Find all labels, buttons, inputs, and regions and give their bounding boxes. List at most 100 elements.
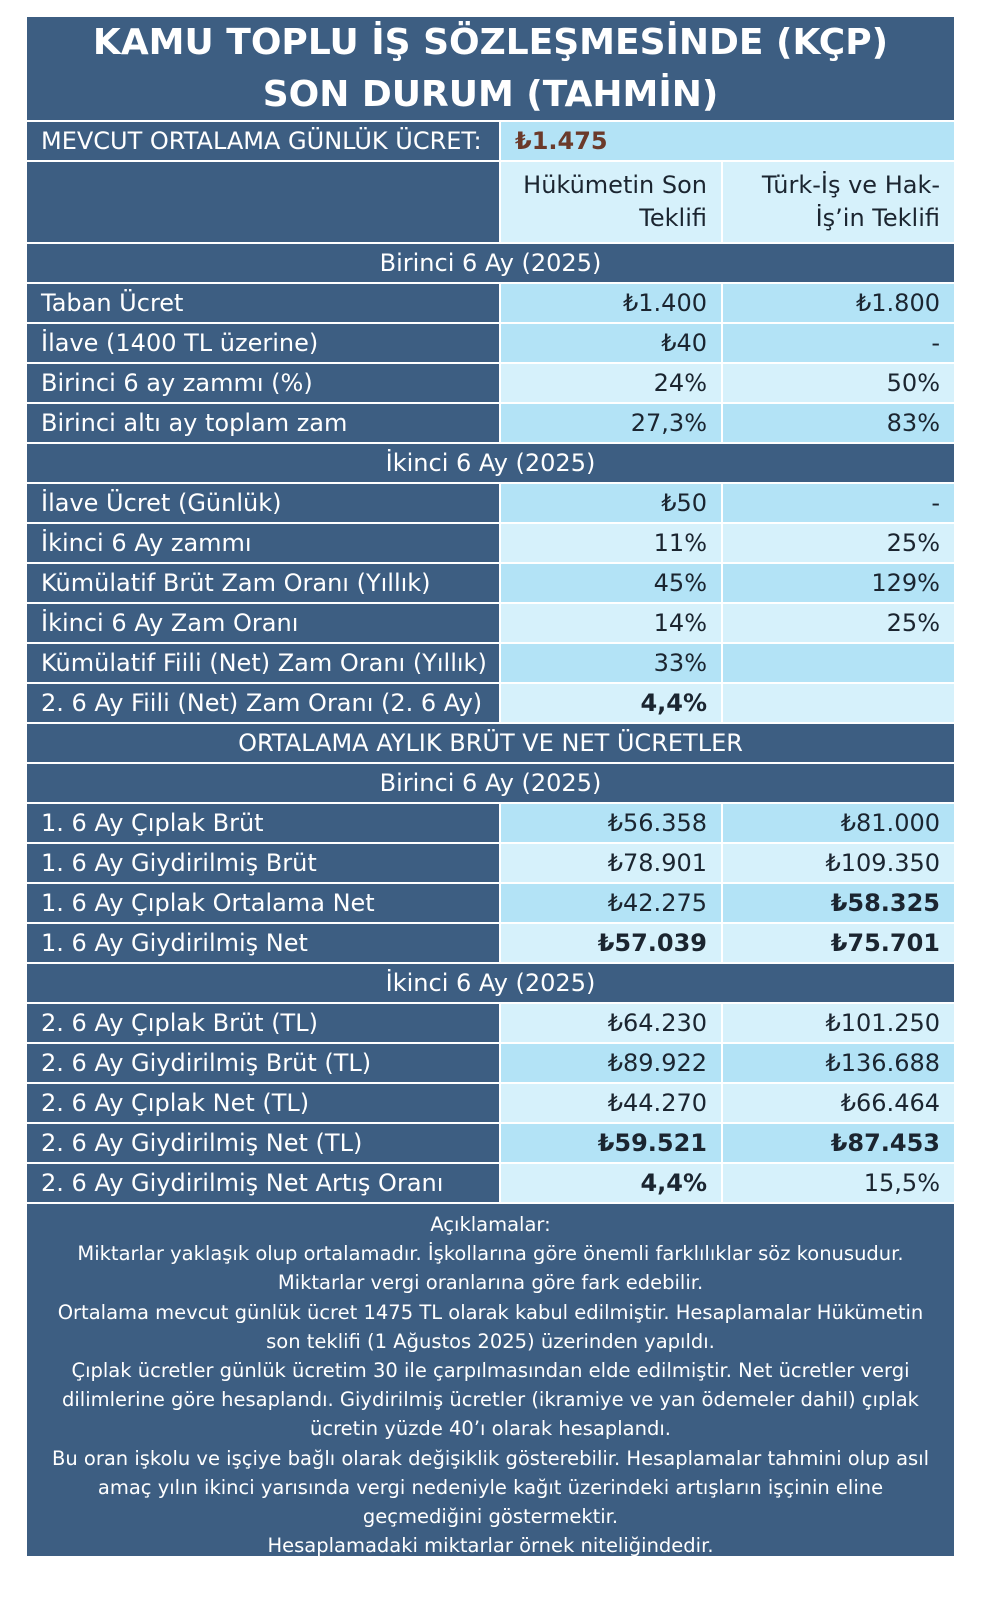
- row-union-value: ₺109.350: [721, 844, 954, 882]
- row-union-value: ₺66.464: [721, 1084, 954, 1122]
- row-gov-value: 33%: [499, 644, 721, 682]
- header-blank: [27, 162, 499, 242]
- table-row: İkinci 6 Ay zammı 11% 25%: [27, 524, 954, 564]
- row-label: İkinci 6 Ay Zam Oranı: [27, 604, 499, 642]
- table-row: 2. 6 Ay Çıplak Net (TL) ₺44.270 ₺66.464: [27, 1084, 954, 1124]
- table-row: Kümülatif Fiili (Net) Zam Oranı (Yıllık)…: [27, 644, 954, 684]
- row-union-value: ₺101.250: [721, 1004, 954, 1042]
- row-gov-value: ₺42.275: [499, 884, 721, 922]
- row-gov-value: 11%: [499, 524, 721, 562]
- row-union-value: 129%: [721, 564, 954, 602]
- notes-line: Ortalama mevcut günlük ücret 1475 TL ola…: [57, 1300, 924, 1353]
- section-first-half-rates: Birinci 6 Ay (2025): [27, 244, 954, 284]
- row-gov-value: ₺40: [499, 324, 721, 362]
- notes-box: Açıklamalar: Miktarlar yaklaşık olup ort…: [27, 1204, 954, 1557]
- page-title: KAMU TOPLU İŞ SÖZLEŞMESİNDE (KÇP) SON DU…: [27, 17, 954, 122]
- second-half-rows: İlave Ücret (Günlük) ₺50 - İkinci 6 Ay z…: [27, 484, 954, 724]
- section-second-half-monthly: İkinci 6 Ay (2025): [27, 964, 954, 1004]
- row-gov-value: ₺50: [499, 484, 721, 522]
- row-union-value: ₺75.701: [721, 924, 954, 962]
- row-label: 1. 6 Ay Çıplak Brüt: [27, 804, 499, 842]
- table-row: 1. 6 Ay Giydirilmiş Net ₺57.039 ₺75.701: [27, 924, 954, 964]
- notes-line: Bu oran işkolu ve işçiye bağlı olarak de…: [51, 1446, 930, 1529]
- current-wage-value: ₺1.475: [499, 122, 954, 160]
- row-gov-value: ₺59.521: [499, 1124, 721, 1162]
- row-label: 2. 6 Ay Giydirilmiş Net Artış Oranı: [27, 1164, 499, 1202]
- table-row: 1. 6 Ay Çıplak Brüt ₺56.358 ₺81.000: [27, 804, 954, 844]
- row-gov-value: ₺56.358: [499, 804, 721, 842]
- second-half-monthly-rows: 2. 6 Ay Çıplak Brüt (TL) ₺64.230 ₺101.25…: [27, 1004, 954, 1204]
- row-gov-value: ₺64.230: [499, 1004, 721, 1042]
- row-union-value: 83%: [721, 404, 954, 442]
- row-label: 2. 6 Ay Giydirilmiş Brüt (TL): [27, 1044, 499, 1082]
- wage-table: KAMU TOPLU İŞ SÖZLEŞMESİNDE (KÇP) SON DU…: [27, 17, 954, 1557]
- row-union-value: 25%: [721, 604, 954, 642]
- row-label: 2. 6 Ay Fiili (Net) Zam Oranı (2. 6 Ay): [27, 684, 499, 722]
- first-half-rows: Taban Ücret ₺1.400 ₺1.800 İlave (1400 TL…: [27, 284, 954, 444]
- row-union-value: ₺136.688: [721, 1044, 954, 1082]
- row-union-value: [721, 644, 954, 682]
- row-union-value: ₺58.325: [721, 884, 954, 922]
- current-wage-row: MEVCUT ORTALAMA GÜNLÜK ÜCRET: ₺1.475: [27, 122, 954, 162]
- table-row: 2. 6 Ay Fiili (Net) Zam Oranı (2. 6 Ay) …: [27, 684, 954, 724]
- row-gov-value: ₺44.270: [499, 1084, 721, 1122]
- table-row: 1. 6 Ay Giydirilmiş Brüt ₺78.901 ₺109.35…: [27, 844, 954, 884]
- notes-line: Miktarlar yaklaşık olup ortalamadır. İşk…: [77, 1242, 904, 1266]
- table-row: 1. 6 Ay Çıplak Ortalama Net ₺42.275 ₺58.…: [27, 884, 954, 924]
- row-label: Kümülatif Fiili (Net) Zam Oranı (Yıllık): [27, 644, 499, 682]
- row-gov-value: ₺89.922: [499, 1044, 721, 1082]
- row-label: İlave (1400 TL üzerine): [27, 324, 499, 362]
- first-half-monthly-rows: 1. 6 Ay Çıplak Brüt ₺56.358 ₺81.000 1. 6…: [27, 804, 954, 964]
- row-union-value: -: [721, 324, 954, 362]
- row-gov-value: ₺78.901: [499, 844, 721, 882]
- row-union-value: ₺1.800: [721, 284, 954, 322]
- row-union-value: -: [721, 484, 954, 522]
- section-first-half-monthly: Birinci 6 Ay (2025): [27, 764, 954, 804]
- row-union-value: [721, 684, 954, 722]
- row-gov-value: 45%: [499, 564, 721, 602]
- column-header-row: Hükümetin Son Teklifi Türk-İş ve Hak-İş’…: [27, 162, 954, 244]
- row-label: Birinci 6 ay zammı (%): [27, 364, 499, 402]
- row-gov-value: 27,3%: [499, 404, 721, 442]
- row-label: 2. 6 Ay Giydirilmiş Net (TL): [27, 1124, 499, 1162]
- table-row: Birinci altı ay toplam zam 27,3% 83%: [27, 404, 954, 444]
- row-gov-value: 14%: [499, 604, 721, 642]
- table-row: Kümülatif Brüt Zam Oranı (Yıllık) 45% 12…: [27, 564, 954, 604]
- column-header-gov: Hükümetin Son Teklifi: [499, 162, 721, 242]
- notes-line: Çıplak ücretler günlük ücretim 30 ile ça…: [62, 1359, 919, 1441]
- table-row: İkinci 6 Ay Zam Oranı 14% 25%: [27, 604, 954, 644]
- table-row: İlave Ücret (Günlük) ₺50 -: [27, 484, 954, 524]
- table-row: 2. 6 Ay Giydirilmiş Net Artış Oranı 4,4%…: [27, 1164, 954, 1204]
- section-monthly-title: ORTALAMA AYLIK BRÜT VE NET ÜCRETLER: [27, 724, 954, 764]
- row-gov-value: 4,4%: [499, 1164, 721, 1202]
- row-gov-value: ₺57.039: [499, 924, 721, 962]
- row-label: 1. 6 Ay Giydirilmiş Net: [27, 924, 499, 962]
- table-row: 2. 6 Ay Giydirilmiş Brüt (TL) ₺89.922 ₺1…: [27, 1044, 954, 1084]
- table-row: İlave (1400 TL üzerine) ₺40 -: [27, 324, 954, 364]
- row-label: 1. 6 Ay Çıplak Ortalama Net: [27, 884, 499, 922]
- current-wage-label: MEVCUT ORTALAMA GÜNLÜK ÜCRET:: [27, 122, 499, 160]
- row-gov-value: 24%: [499, 364, 721, 402]
- row-gov-value: ₺1.400: [499, 284, 721, 322]
- column-header-union: Türk-İş ve Hak-İş’in Teklifi: [721, 162, 954, 242]
- notes-line: Hesaplamadaki miktarlar örnek niteliğind…: [267, 1534, 714, 1558]
- row-label: 1. 6 Ay Giydirilmiş Brüt: [27, 844, 499, 882]
- row-union-value: 15,5%: [721, 1164, 954, 1202]
- section-second-half-rates: İkinci 6 Ay (2025): [27, 444, 954, 484]
- notes-heading: Açıklamalar:: [430, 1213, 551, 1236]
- row-label: Taban Ücret: [27, 284, 499, 322]
- table-row: Taban Ücret ₺1.400 ₺1.800: [27, 284, 954, 324]
- row-label: İkinci 6 Ay zammı: [27, 524, 499, 562]
- row-union-value: 25%: [721, 524, 954, 562]
- table-row: Birinci 6 ay zammı (%) 24% 50%: [27, 364, 954, 404]
- row-union-value: ₺87.453: [721, 1124, 954, 1162]
- row-label: Birinci altı ay toplam zam: [27, 404, 499, 442]
- row-label: Kümülatif Brüt Zam Oranı (Yıllık): [27, 564, 499, 602]
- row-label: İlave Ücret (Günlük): [27, 484, 499, 522]
- table-row: 2. 6 Ay Giydirilmiş Net (TL) ₺59.521 ₺87…: [27, 1124, 954, 1164]
- row-gov-value: 4,4%: [499, 684, 721, 722]
- row-union-value: ₺81.000: [721, 804, 954, 842]
- table-row: 2. 6 Ay Çıplak Brüt (TL) ₺64.230 ₺101.25…: [27, 1004, 954, 1044]
- notes-line: Miktarlar vergi oranlarına göre fark ede…: [277, 1271, 704, 1295]
- row-union-value: 50%: [721, 364, 954, 402]
